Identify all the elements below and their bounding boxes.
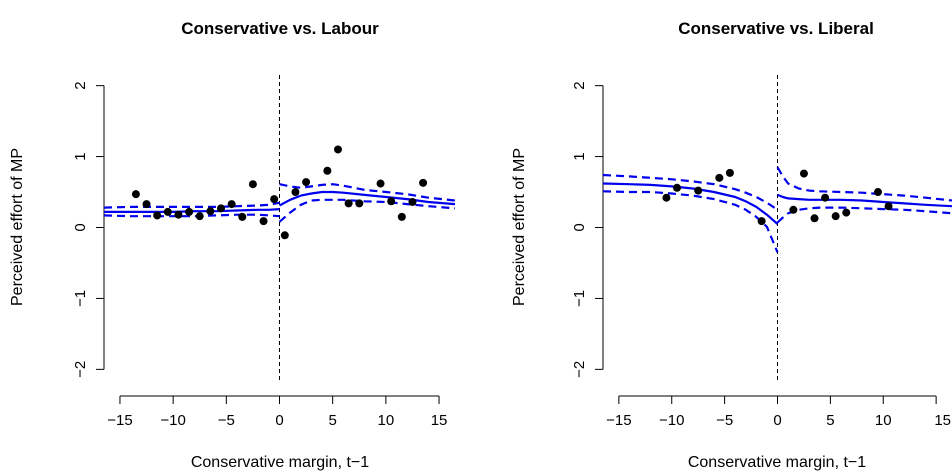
- data-point: [217, 204, 225, 213]
- fit-line-right: [777, 193, 952, 208]
- x-tick-label: −15: [606, 412, 631, 429]
- ci-upper-right: [776, 166, 952, 202]
- x-tick-label: 15: [431, 412, 448, 429]
- fit-line-left: [104, 208, 280, 213]
- chart-title: Conservative vs. Liberal: [678, 19, 874, 38]
- x-tick-label: 0: [773, 412, 781, 429]
- data-point: [344, 199, 353, 208]
- y-tick-label: 0: [571, 223, 588, 231]
- ci-upper-left: [104, 201, 280, 209]
- x-tick-label: 10: [875, 412, 892, 429]
- data-point: [227, 200, 236, 209]
- data-point: [334, 145, 342, 154]
- y-tick-label: −1: [571, 290, 588, 307]
- data-point: [387, 197, 396, 206]
- data-point: [831, 212, 840, 221]
- data-point: [270, 195, 279, 204]
- x-tick-label: −15: [107, 412, 132, 429]
- x-axis-label: Conservative margin, t−1: [191, 454, 369, 471]
- data-point: [842, 208, 851, 217]
- y-tick-label: 2: [571, 81, 588, 89]
- x-tick-label: −5: [218, 412, 235, 429]
- x-tick-label: 5: [329, 412, 337, 429]
- data-point: [131, 190, 140, 199]
- ci-lower-left: [603, 190, 779, 253]
- data-point: [174, 210, 183, 219]
- data-point: [153, 211, 162, 220]
- y-tick-label: 1: [72, 152, 89, 160]
- ci-lower-right: [776, 206, 952, 224]
- data-point: [715, 173, 724, 182]
- data-point: [662, 193, 671, 202]
- panel-conservative-vs-labour: Conservative vs. Labour Conservative mar…: [9, 19, 455, 471]
- fit-curves: [603, 166, 952, 253]
- data-point: [873, 188, 882, 197]
- ci-lower-left: [104, 213, 280, 218]
- ci-upper-left: [603, 173, 779, 211]
- x-tick-label: 5: [826, 412, 834, 429]
- data-point: [302, 178, 311, 187]
- data-point: [355, 199, 364, 208]
- y-tick-label: 2: [72, 81, 89, 89]
- x-tick-label: −10: [659, 412, 684, 429]
- ci-upper-right: [279, 183, 455, 202]
- x-tick-label: 10: [378, 412, 395, 429]
- y-tick-label: −2: [571, 361, 588, 378]
- data-point: [185, 207, 194, 216]
- data-point: [419, 178, 428, 187]
- data-point: [206, 207, 215, 216]
- data-point: [799, 169, 808, 178]
- ci-lower-right: [278, 198, 455, 223]
- data-point: [376, 179, 385, 188]
- x-tick-label: 0: [275, 412, 283, 429]
- data-point: [323, 166, 332, 175]
- data-point: [725, 168, 734, 177]
- data-point: [757, 217, 766, 226]
- data-point: [195, 212, 204, 221]
- data-point: [238, 212, 247, 221]
- data-point: [408, 197, 417, 206]
- data-point: [884, 202, 893, 211]
- x-axis-label: Conservative margin, t−1: [688, 454, 866, 471]
- panel-conservative-vs-liberal: Conservative vs. Liberal Conservative ma…: [511, 19, 952, 471]
- chart-title: Conservative vs. Labour: [181, 19, 379, 38]
- data-point: [248, 180, 257, 189]
- y-tick-label: 0: [72, 223, 89, 231]
- data-point: [142, 200, 151, 209]
- data-point: [789, 205, 798, 214]
- fit-line-left: [603, 182, 779, 225]
- y-tick-label: −2: [72, 361, 89, 378]
- data-point: [821, 193, 830, 202]
- data-point: [163, 207, 172, 216]
- data-point: [280, 231, 289, 240]
- y-tick-label: −1: [72, 290, 89, 307]
- data-point: [291, 188, 300, 197]
- y-axis-label: Perceived effort of MP: [9, 148, 26, 306]
- x-tick-label: −5: [716, 412, 733, 429]
- fit-curves: [104, 183, 455, 223]
- data-point: [259, 217, 268, 226]
- y-axis-label: Perceived effort of MP: [511, 148, 528, 306]
- data-point: [694, 186, 703, 195]
- data-point: [810, 214, 819, 223]
- x-tick-label: 15: [934, 412, 951, 429]
- y-tick-label: 1: [571, 152, 588, 160]
- data-point: [397, 212, 406, 221]
- data-point: [673, 183, 682, 192]
- x-tick-label: −10: [160, 412, 185, 429]
